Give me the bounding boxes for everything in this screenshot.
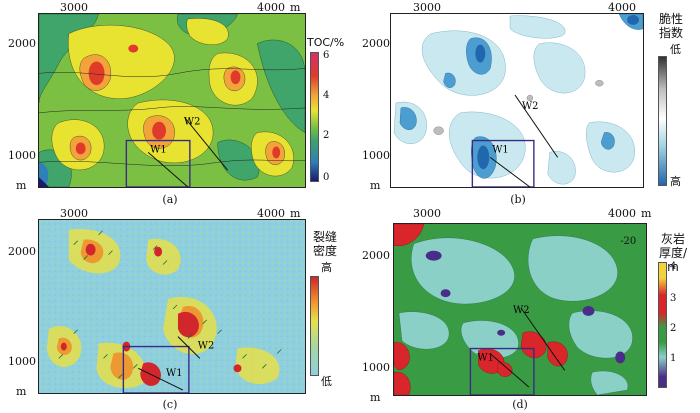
x-tick-3000: 3000 (413, 1, 441, 14)
fracture-colorbar (310, 276, 319, 376)
toc-map: W2 W1 (38, 13, 306, 188)
colorbar-tick-3: 3 (670, 293, 677, 304)
y-tick-1000: 1000 (8, 149, 36, 162)
well-w2-label: W2 (522, 101, 538, 112)
colorbar-tick-2: 2 (323, 130, 330, 141)
y-tick-2000: 2000 (362, 249, 390, 262)
y-tick-1000: 1000 (362, 149, 390, 162)
colorbar-tick-6: 6 (323, 50, 330, 61)
toc-contours (39, 68, 305, 166)
colorbar-tick-low: 低 (670, 43, 681, 56)
fracture-ticks (58, 230, 282, 379)
y-unit: m (16, 179, 27, 192)
x-tick-3000: 3000 (60, 1, 88, 14)
well-w1-label: W1 (150, 144, 167, 155)
caption-d: (d) (512, 398, 528, 411)
caption-c: (c) (162, 398, 178, 411)
x-tick-4000: 4000 (257, 207, 285, 220)
colorbar-tick-2: 2 (670, 323, 677, 334)
well-w1-label: W1 (477, 352, 493, 363)
colorbar-title: TOC/% (307, 36, 345, 49)
well-w2-trajectory (177, 336, 201, 359)
well-w2-trajectory (520, 307, 566, 371)
well-w2-trajectory (514, 94, 559, 158)
colorbar-tick-high: 高 (670, 175, 681, 188)
study-box (469, 347, 535, 395)
colorbar-tick-4: 4 (670, 261, 677, 272)
caption-b: (b) (510, 193, 526, 206)
well-w2-label: W2 (513, 305, 529, 316)
well-w1-label: W1 (492, 144, 508, 155)
well-w2-trajectory (184, 117, 228, 171)
fracture-map-svg: W2 W1 (39, 220, 305, 393)
x-tick-3000: 3000 (413, 207, 441, 220)
colorbar-tick-4: 4 (323, 90, 330, 101)
y-tick-2000: 2000 (362, 37, 390, 50)
x-unit: m (641, 207, 652, 220)
x-tick-4000: 4000 (608, 207, 636, 220)
brittleness-colorbar (658, 56, 667, 186)
x-unit: m (290, 207, 301, 220)
well-w1-trajectory (147, 152, 189, 187)
y-unit: m (16, 385, 27, 398)
colorbar-title: 灰岩厚度/m (658, 232, 688, 274)
brittleness-map-svg: W2 W1 (391, 14, 643, 187)
colorbar-title: 裂缝密度 (312, 230, 337, 258)
well-w1-trajectory (490, 354, 530, 388)
toc-colorbar (310, 52, 319, 182)
colorbar-title: 脆性指数 (658, 12, 683, 40)
study-box (471, 139, 535, 187)
limestone-corner-zone (394, 224, 424, 246)
x-tick-4000: 4000 (257, 1, 285, 14)
x-tick-4000: 4000 (608, 1, 636, 14)
study-box (125, 139, 191, 187)
well-w2-label: W2 (184, 117, 201, 128)
limestone-colorbar (658, 262, 667, 388)
y-tick-1000: 1000 (8, 355, 36, 368)
study-box (122, 345, 190, 393)
colorbar-tick-0: 0 (323, 172, 330, 183)
brittleness-low-zones (433, 80, 604, 135)
colorbar-tick-high: 高 (321, 261, 332, 274)
brittleness-peak-zones (475, 14, 640, 170)
brittleness-map: W2 W1 (390, 13, 644, 188)
y-unit: m (370, 179, 381, 192)
limestone-map-svg: W2 W1 -20 (394, 224, 646, 395)
y-tick-2000: 2000 (8, 37, 36, 50)
well-w1-trajectory (489, 156, 531, 187)
map-annotation: -20 (620, 236, 636, 247)
well-w2-label: W2 (198, 341, 215, 352)
toc-map-svg: W2 W1 (39, 14, 305, 187)
toc-peak-zones (75, 44, 281, 159)
caption-a: (a) (162, 193, 178, 206)
y-unit: m (370, 391, 381, 404)
y-tick-1000: 1000 (362, 361, 390, 374)
colorbar-tick-1: 1 (670, 353, 677, 364)
colorbar-tick-low: 低 (321, 375, 332, 388)
x-tick-3000: 3000 (60, 207, 88, 220)
well-w1-label: W1 (166, 368, 183, 379)
x-unit: m (290, 1, 301, 14)
limestone-min-zones (425, 250, 626, 364)
y-tick-2000: 2000 (8, 245, 36, 258)
limestone-thick-zones (394, 331, 568, 395)
fracture-map: W2 W1 (38, 219, 306, 394)
well-w1-trajectory (138, 367, 184, 391)
limestone-map: W2 W1 -20 (393, 223, 647, 396)
